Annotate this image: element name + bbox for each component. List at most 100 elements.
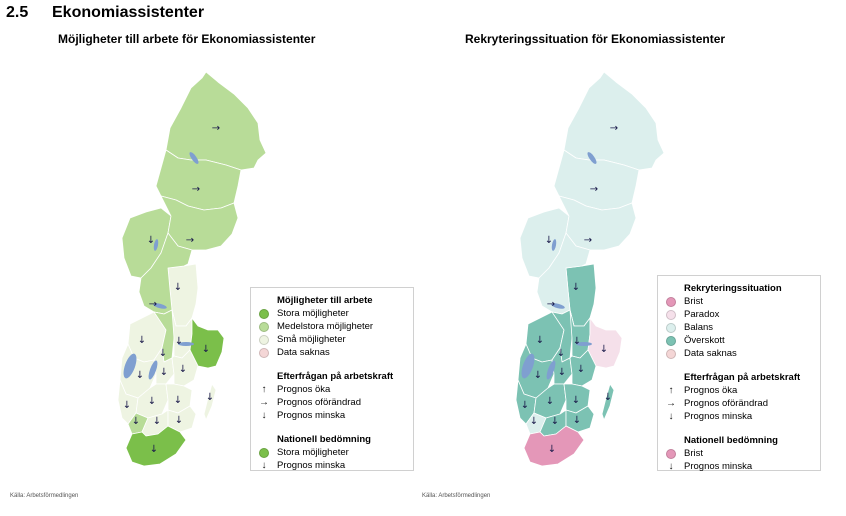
arrow-right-icon: → xyxy=(547,299,555,310)
legend-item: ↑ Prognos öka xyxy=(251,383,413,396)
arrow-down-icon: ↓ xyxy=(530,416,538,427)
lake xyxy=(123,353,137,379)
legend-swatch-wrap xyxy=(251,347,277,358)
legend-item: Balans xyxy=(658,321,820,334)
legend-swatch-wrap xyxy=(251,308,277,319)
legend-label: Prognos öka xyxy=(277,384,331,395)
arrow-down-icon: ↓ xyxy=(521,400,529,411)
legend-swatch xyxy=(666,296,676,307)
legend-swatch-wrap xyxy=(251,321,277,332)
arrow-down-icon: ↓ xyxy=(545,235,553,246)
lake xyxy=(521,353,535,379)
section-number: 2.5 xyxy=(6,4,29,21)
legend-label: Prognos minska xyxy=(277,460,346,471)
arrow-up-icon: ↑ xyxy=(668,384,674,396)
legend-swatch xyxy=(259,447,269,458)
legend-swatch xyxy=(259,347,269,358)
map-title-left: Möjligheter till arbete för Ekonomiassis… xyxy=(58,32,316,46)
arrow-down-icon: ↓ xyxy=(548,444,556,455)
arrow-down-icon: ↓ xyxy=(138,335,146,346)
arrow-down-icon: ↓ xyxy=(174,395,182,406)
legend-item: → Prognos oförändrad xyxy=(658,397,820,410)
legend-label: Data saknas xyxy=(684,348,737,359)
legend-swatch xyxy=(666,322,676,333)
lake xyxy=(551,239,557,251)
legend-icon-wrap: ↓ xyxy=(251,410,277,421)
county-r21 xyxy=(203,383,217,421)
legend-swatch xyxy=(666,348,676,359)
county-r1 xyxy=(563,71,665,171)
arrow-down-icon: ↓ xyxy=(572,282,580,293)
arrow-down-icon: ↓ xyxy=(136,370,144,381)
lake xyxy=(148,360,158,380)
arrow-down-icon: ↓ xyxy=(179,364,187,375)
lake xyxy=(546,360,556,380)
lake xyxy=(587,152,597,164)
legend-icon-wrap: ↓ xyxy=(658,460,684,472)
legend-label: Prognos minska xyxy=(684,411,753,422)
arrow-down-icon: ↓ xyxy=(175,415,183,426)
arrow-down-icon: ↓ xyxy=(573,415,581,426)
arrow-down-icon: ↓ xyxy=(123,400,131,411)
legend-item: Överskott xyxy=(658,334,820,347)
legend-label: Prognos oförändrad xyxy=(277,397,361,408)
arrow-down-icon: ↓ xyxy=(577,364,585,375)
legend-right: Rekryteringssituation Brist Paradox Balans… xyxy=(657,275,821,472)
legend-swatch-wrap xyxy=(658,309,684,320)
arrow-down-icon: ↓ xyxy=(206,392,214,403)
county-r8 xyxy=(153,309,177,363)
lake xyxy=(189,152,199,164)
legend-swatch-wrap xyxy=(658,322,684,333)
lake xyxy=(153,303,167,309)
arrow-down-icon: ↓ xyxy=(261,459,267,471)
arrow-right-icon: → xyxy=(186,235,194,246)
legend-swatch-wrap xyxy=(658,335,684,346)
legend-item: Medelstora möjligheter xyxy=(251,320,413,333)
arrow-down-icon: ↓ xyxy=(551,416,559,427)
arrow-down-icon: ↓ xyxy=(668,460,674,472)
arrow-down-icon: ↓ xyxy=(174,282,182,293)
legend-item: Stora möjligheter xyxy=(251,446,413,459)
legend-swatch-wrap xyxy=(658,296,684,307)
county-r13 xyxy=(569,349,597,387)
legend-swatch xyxy=(666,335,676,346)
map-left: →→↓ →↓→↓↓↓↓↓ ↓ ↓↓ ↓ ↓↓ ↓ ↓↓↓ xyxy=(117,71,267,467)
legend-label: Små möjligheter xyxy=(277,334,346,345)
arrow-down-icon: ↓ xyxy=(132,416,140,427)
map-right: →→↓ →↓→↓↓↓↓↓ ↓ ↓↓ ↓ ↓↓ ↓ ↓↓↓ xyxy=(515,71,665,467)
source-note-left: Källa: Arbetsförmedlingen xyxy=(10,493,79,499)
arrow-right-icon: → xyxy=(590,184,598,195)
legend-item: Brist xyxy=(658,447,820,460)
arrow-right-icon: → xyxy=(584,235,592,246)
arrow-down-icon: ↓ xyxy=(536,335,544,346)
legend-item: ↑ Prognos öka xyxy=(658,384,820,397)
county-r13 xyxy=(171,349,199,387)
arrow-down-icon: ↓ xyxy=(153,416,161,427)
arrow-right-icon: → xyxy=(149,299,157,310)
arrow-down-icon: ↓ xyxy=(160,367,168,378)
legend-group-1: Brist Paradox Balans Överskott Data saknas xyxy=(658,295,820,360)
legend-icon-wrap: → xyxy=(658,398,684,409)
legend-swatch-wrap xyxy=(251,447,277,458)
legend-title: Efterfrågan på arbetskraft xyxy=(684,372,801,383)
legend-icon-wrap: → xyxy=(251,397,277,408)
arrow-down-icon: ↓ xyxy=(600,344,608,355)
legend-title: Nationell bedömning xyxy=(277,434,371,445)
arrow-down-icon: ↓ xyxy=(546,396,554,407)
county-r20 xyxy=(125,425,187,467)
lake xyxy=(576,342,592,346)
legend-item: Små möjligheter xyxy=(251,333,413,346)
county-r8 xyxy=(551,309,575,363)
legend-swatch xyxy=(666,448,676,459)
legend-title: Nationell bedömning xyxy=(684,435,778,446)
county-r6 xyxy=(138,232,193,315)
arrow-up-icon: ↑ xyxy=(261,383,267,395)
arrow-down-icon: ↓ xyxy=(573,336,581,347)
arrow-right-icon: → xyxy=(610,123,618,134)
source-note-right: Källa: Arbetsförmedlingen xyxy=(422,493,491,499)
county-r6 xyxy=(536,232,591,315)
legend-label: Prognos oförändrad xyxy=(684,398,768,409)
arrow-down-icon: ↓ xyxy=(150,444,158,455)
arrow-down-icon: ↓ xyxy=(558,367,566,378)
lake xyxy=(551,303,565,309)
